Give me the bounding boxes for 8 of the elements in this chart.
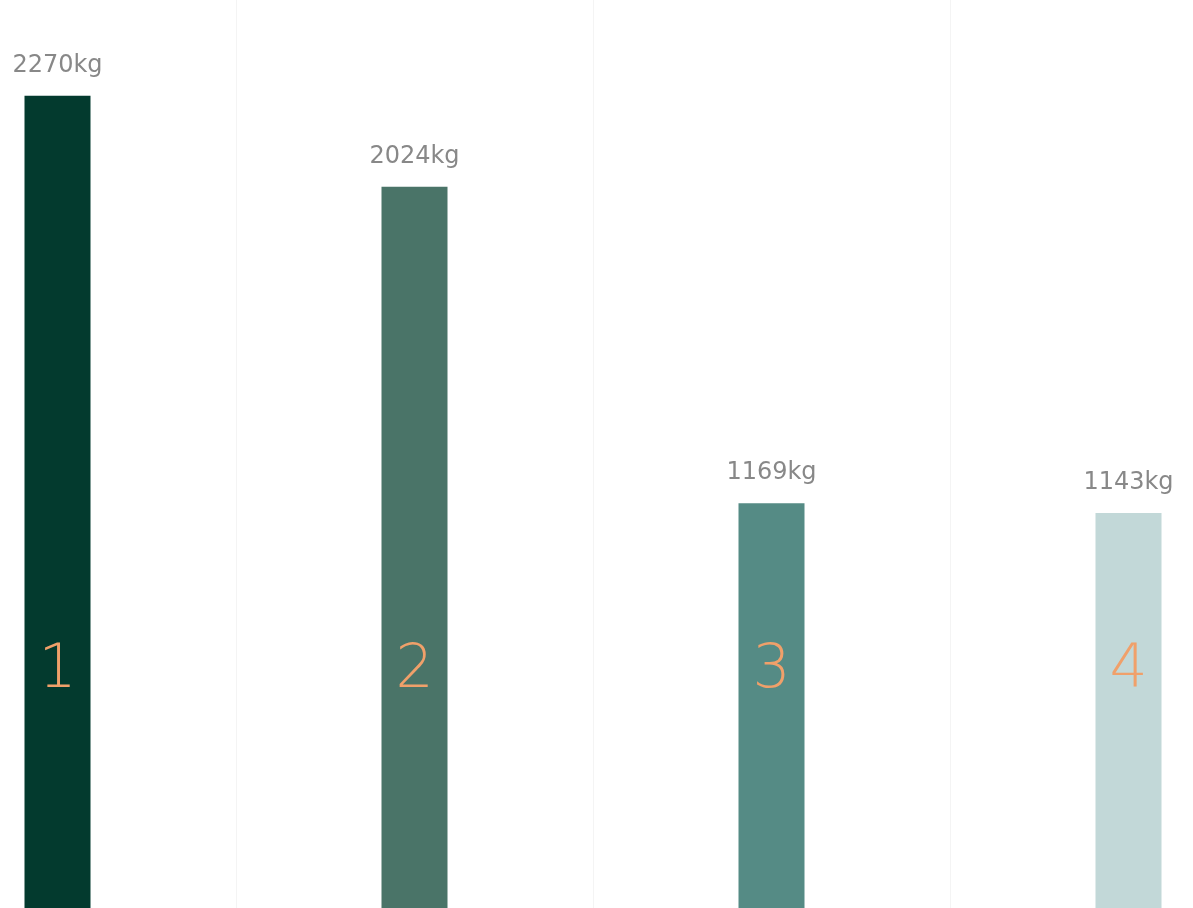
- data-label: 1143kg: [1083, 466, 1174, 495]
- data-label: 1169kg: [726, 457, 817, 486]
- x-tick-label: 1: [38, 631, 77, 701]
- x-tick-label: 2: [395, 631, 434, 701]
- data-label: 2024kg: [369, 140, 460, 169]
- data-label: 2270kg: [12, 49, 103, 78]
- x-tick-label: 4: [1109, 631, 1148, 701]
- x-tick-label: 3: [752, 631, 791, 701]
